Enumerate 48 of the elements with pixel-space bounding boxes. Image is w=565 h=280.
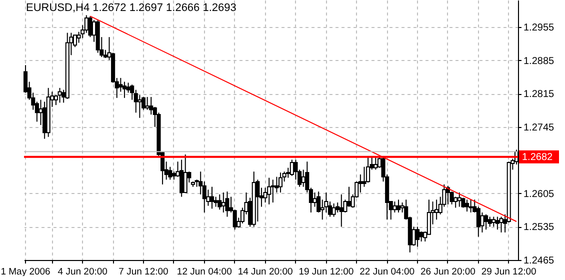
candlestick xyxy=(58,87,62,104)
candlestick xyxy=(332,202,336,218)
y-tick-label: 1.2465 xyxy=(524,256,555,266)
candlestick xyxy=(495,216,500,230)
candlestick xyxy=(464,199,470,212)
chart-title: EURUSD,H4 1.2672 1.2697 1.2666 1.2693 xyxy=(26,2,236,14)
candlestick xyxy=(225,191,230,218)
ref-line-label: 1.2682 xyxy=(522,152,554,163)
candlestick xyxy=(145,96,150,110)
candlestick xyxy=(122,81,126,98)
x-tick-label: 29 Jun 12:00 xyxy=(481,266,536,278)
candlestick xyxy=(270,179,275,203)
candlestick xyxy=(492,216,496,228)
candlestick xyxy=(366,156,370,184)
candlestick xyxy=(499,216,504,233)
candlestick xyxy=(138,94,142,118)
x-tick-label: 4 Jun 20:00 xyxy=(58,266,108,278)
candlestick xyxy=(339,194,344,228)
candlestick xyxy=(267,177,272,205)
candlestick xyxy=(416,226,420,248)
x-tick-label: 26 Jun 20:00 xyxy=(420,266,476,278)
candlestick xyxy=(392,201,397,213)
x-tick-label: 12 Jun 04:00 xyxy=(176,266,232,278)
candlestick xyxy=(484,214,488,230)
y-tick-label: 1.2815 xyxy=(524,89,555,100)
candlestick xyxy=(488,216,492,228)
y-tick-label: 1.2955 xyxy=(524,22,555,34)
candlestick xyxy=(290,159,294,176)
candlestick xyxy=(457,192,462,208)
candlestick xyxy=(221,192,226,213)
candlestick xyxy=(218,194,222,210)
candlestick xyxy=(480,212,484,233)
y-tick-label: 1.2885 xyxy=(524,56,555,67)
candlestick xyxy=(434,199,439,220)
candlestick xyxy=(183,154,188,194)
y-tick-label: 1.2605 xyxy=(524,188,555,200)
candlestick xyxy=(374,156,378,170)
candlestick xyxy=(396,199,401,213)
candlestick xyxy=(88,16,92,38)
candlestick xyxy=(358,174,362,194)
y-tick-label: 1.2745 xyxy=(524,122,555,134)
y-tick-label: 1.2535 xyxy=(524,222,555,234)
x-tick-label: 22 Jun 04:00 xyxy=(360,266,415,278)
x-tick-label: 14 Jun 20:00 xyxy=(238,266,293,278)
x-tick-label: 19 Jun 12:00 xyxy=(298,266,354,278)
candlestick xyxy=(278,172,283,194)
x-tick-label: 7 Jun 12:00 xyxy=(118,266,168,278)
candlestick xyxy=(210,186,214,210)
